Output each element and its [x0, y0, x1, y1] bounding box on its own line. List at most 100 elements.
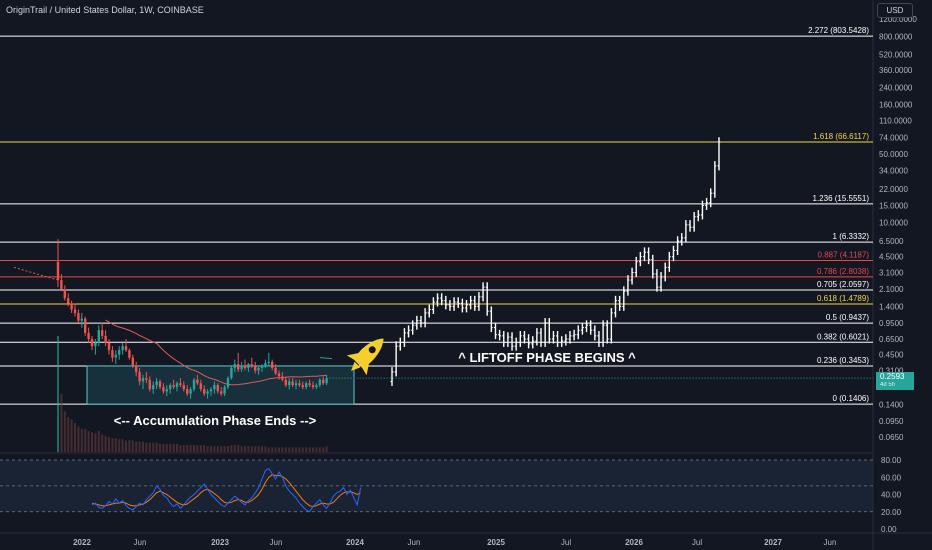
rsi-band: [0, 460, 873, 512]
volume-bar: [220, 446, 223, 452]
y-tick-label: 240.0000: [879, 83, 913, 92]
volume-bar: [70, 419, 73, 452]
candle-body: [298, 383, 301, 386]
y-tick-label: 0.9500: [879, 319, 904, 328]
volume-bar: [322, 447, 325, 452]
volume-bar: [165, 443, 168, 452]
volume-bar: [77, 426, 80, 452]
volume-bar: [257, 446, 260, 452]
volume-bar: [213, 446, 216, 452]
candle-body: [230, 367, 233, 379]
candle-body: [322, 379, 325, 384]
candle-body: [311, 385, 315, 388]
volume-bar: [169, 443, 172, 452]
volume-bar: [267, 447, 270, 452]
volume-bar: [182, 445, 185, 452]
candle-body: [152, 385, 155, 390]
candle-body: [128, 350, 131, 358]
bar-countdown: 4d 5h: [880, 382, 896, 388]
candle-body: [189, 389, 192, 394]
candle-body: [186, 389, 189, 394]
volume-bar: [216, 446, 219, 452]
volume-bar: [240, 446, 243, 452]
candle-body: [182, 385, 185, 390]
volume-bar: [159, 443, 161, 452]
volume-bar: [80, 428, 83, 452]
volume-bar: [305, 447, 308, 452]
candle-body: [209, 389, 213, 392]
volume-bar: [196, 445, 199, 452]
volume-bar: [261, 446, 263, 452]
fib-label: 0.618 (1.4789): [817, 294, 869, 303]
candle-body: [70, 303, 73, 310]
candle-body: [192, 379, 196, 390]
candle-body: [138, 371, 141, 382]
volume-bar: [318, 447, 321, 452]
current-price-tag: 0.2593 4d 5h: [876, 372, 914, 390]
rocket-icon: [346, 338, 384, 376]
x-tick-label: Jun: [134, 538, 147, 547]
candle-body: [247, 364, 250, 368]
currency-button[interactable]: USD: [877, 3, 913, 18]
volume-bar: [114, 438, 117, 452]
candle-body: [87, 332, 90, 340]
candle-body: [73, 309, 77, 313]
candle-body: [77, 312, 80, 321]
volume-bar: [104, 435, 107, 452]
x-tick-label: Jun: [824, 538, 837, 547]
volume-bar: [138, 441, 141, 452]
volume-bar: [264, 446, 267, 452]
candle-body: [121, 346, 124, 351]
candle-body: [97, 330, 100, 343]
candle-body: [111, 350, 114, 358]
y-tick-label: 360.0000: [879, 66, 913, 75]
candle-body: [107, 342, 111, 351]
candle-body: [63, 289, 66, 299]
volume-bar: [172, 443, 175, 452]
candle-body: [179, 383, 182, 386]
annotation-liftoff: ^ LIFTOFF PHASE BEGINS ^: [458, 350, 636, 365]
volume-bar: [84, 428, 87, 452]
x-tick-label: 2027: [764, 538, 782, 547]
candle-body: [284, 379, 287, 386]
x-tick-label: Jul: [561, 538, 571, 547]
candle-body: [305, 383, 308, 388]
volume-bar: [233, 445, 236, 452]
fib-label: 0.382 (0.6021): [817, 332, 869, 341]
volume-bar: [142, 441, 144, 452]
volume-bar: [223, 446, 226, 452]
volume-bar: [74, 423, 76, 452]
volume-bar: [67, 417, 70, 452]
candle-body: [114, 354, 117, 358]
fib-label: 1.236 (15.5551): [813, 194, 870, 203]
volume-bar: [63, 411, 66, 452]
x-tick-label: 2024: [346, 538, 364, 547]
y-tick-label: 520.0000: [879, 51, 913, 60]
candle-body: [226, 378, 230, 388]
candle-body: [145, 378, 148, 380]
y-tick-label: 110.0000: [879, 117, 912, 126]
rocket-fin: [346, 352, 361, 360]
candle-body: [240, 365, 243, 370]
volume-bar: [87, 431, 90, 452]
rsi-tick-label: 40.00: [881, 491, 902, 500]
candle-body: [250, 364, 253, 367]
y-tick-label: 4.5000: [879, 253, 904, 262]
candle-body: [220, 391, 223, 394]
volume-bar: [247, 446, 250, 452]
rocket-body: [353, 338, 384, 369]
fib-label: 0.705 (2.0597): [817, 280, 869, 289]
volume-bar: [193, 445, 195, 452]
y-tick-label: 6.5000: [879, 237, 904, 246]
volume-bar: [291, 447, 294, 452]
volume-bar: [237, 445, 240, 452]
volume-bar: [274, 447, 277, 452]
candle-body: [260, 365, 264, 368]
candle-body: [94, 342, 97, 347]
volume-bar: [278, 447, 280, 452]
fib-label: 1 (6.3332): [833, 232, 870, 241]
volume-bar: [210, 446, 212, 452]
y-tick-label: 15.0000: [879, 201, 908, 210]
volume-bar: [155, 442, 158, 452]
